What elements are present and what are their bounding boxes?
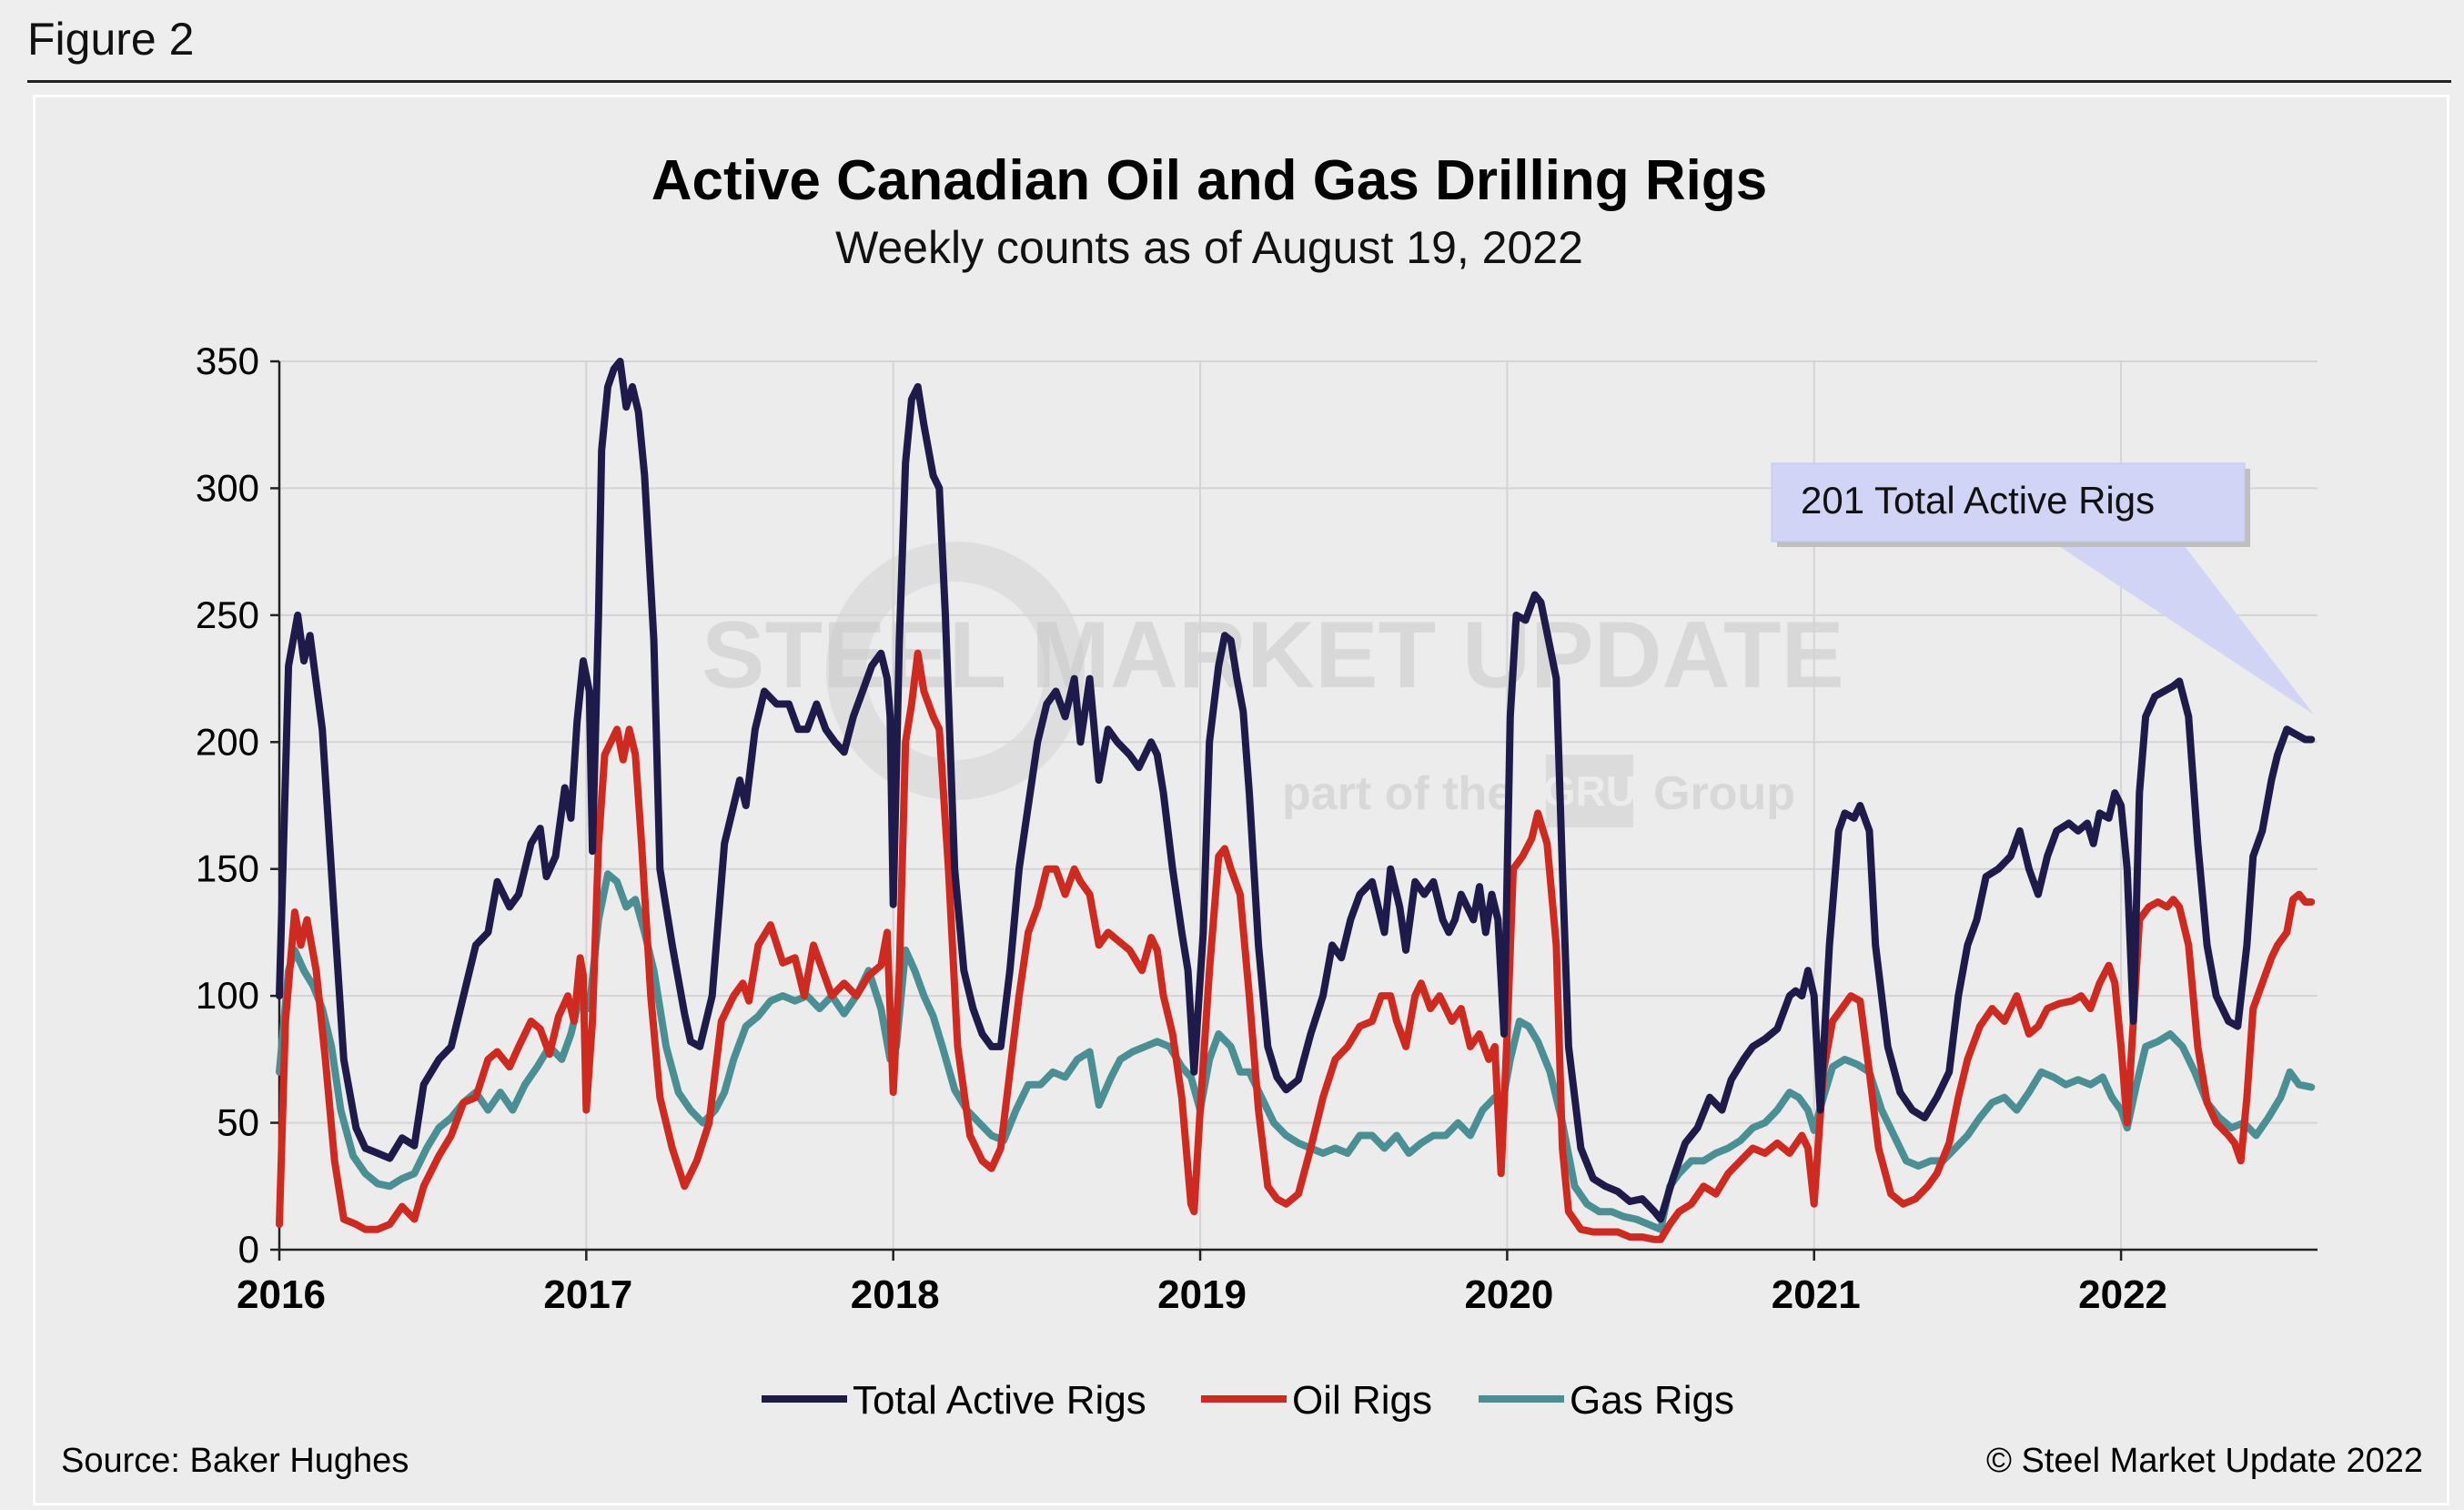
x-tick-label: 2021 xyxy=(1772,1272,1861,1317)
y-tick-label: 350 xyxy=(196,339,259,382)
callout-box xyxy=(1771,462,2246,542)
x-tick-label: 2019 xyxy=(1157,1272,1247,1317)
y-tick-label: 200 xyxy=(196,720,259,763)
chart-panel: STEEL MARKET UPDATE part of the GRU Grou… xyxy=(33,95,2449,1505)
figure-rule xyxy=(27,80,2451,83)
callout: 201 Total Active Rigs xyxy=(1771,462,2314,714)
legend-label-total: Total Active Rigs xyxy=(853,1378,1146,1423)
chart: STEEL MARKET UPDATE part of the GRU Grou… xyxy=(61,149,2423,1480)
watermark-main: STEEL MARKET UPDATE xyxy=(702,603,1844,708)
series-line-oil-rigs xyxy=(276,649,2316,1243)
callout-text: 201 Total Active Rigs xyxy=(1801,479,2155,522)
x-tick-label: 2020 xyxy=(1464,1272,1553,1317)
watermark: STEEL MARKET UPDATE part of the GRU Grou… xyxy=(702,542,1844,827)
y-tick-label: 100 xyxy=(196,974,259,1017)
y-axis-ticks: 0 50 100 150 200 250 300 350 xyxy=(196,339,279,1271)
x-tick-label: 2018 xyxy=(851,1272,940,1317)
series-lines xyxy=(276,358,2316,1243)
callout-pointer xyxy=(2046,538,2314,714)
x-axis-ticks: 2016 2017 2018 2019 2020 2021 2022 xyxy=(237,1250,2167,1317)
y-tick-label: 250 xyxy=(196,593,259,636)
y-tick-label: 150 xyxy=(196,847,259,890)
x-tick-label: 2022 xyxy=(2078,1272,2167,1317)
legend-label-gas: Gas Rigs xyxy=(1570,1378,1734,1423)
legend-label-oil: Oil Rigs xyxy=(1292,1378,1432,1423)
watermark-sub-pre: part of the xyxy=(1282,767,1513,820)
watermark-sub-post: Group xyxy=(1653,767,1795,820)
x-tick-label: 2016 xyxy=(237,1272,326,1317)
x-tick-label: 2017 xyxy=(543,1272,632,1317)
chart-title: Active Canadian Oil and Gas Drilling Rig… xyxy=(651,149,1768,212)
series-line-total-active-rigs xyxy=(276,358,2316,1223)
copyright-note: © Steel Market Update 2022 xyxy=(1986,1442,2423,1480)
y-tick-label: 50 xyxy=(217,1101,259,1144)
figure-label: Figure 2 xyxy=(27,14,195,65)
series-line-gas-rigs xyxy=(276,870,2316,1233)
source-note: Source: Baker Hughes xyxy=(61,1442,409,1480)
y-tick-label: 0 xyxy=(238,1228,259,1271)
y-tick-label: 300 xyxy=(196,466,259,509)
chart-subtitle: Weekly counts as of August 19, 2022 xyxy=(835,222,1583,273)
legend: Total Active Rigs Oil Rigs Gas Rigs xyxy=(762,1378,1734,1423)
